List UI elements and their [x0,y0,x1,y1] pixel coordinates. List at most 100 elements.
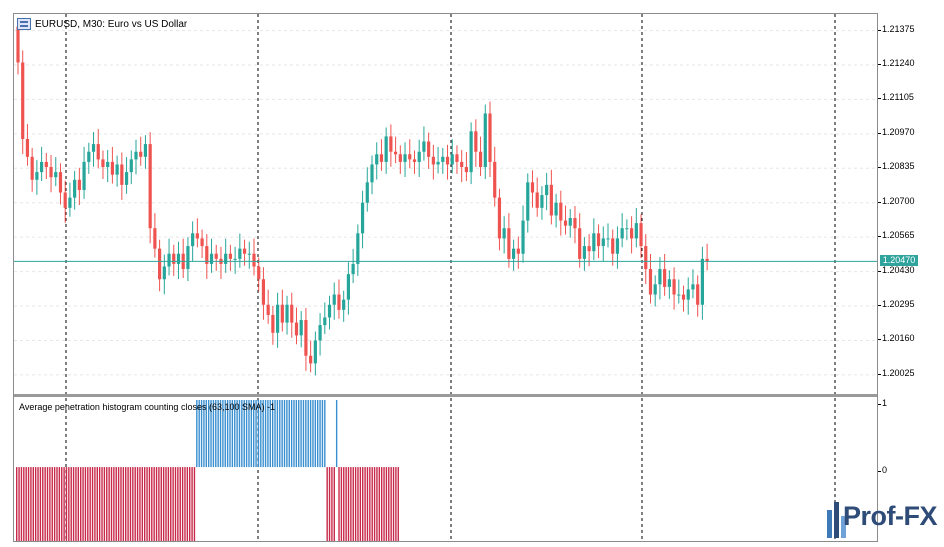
histogram-bar [288,400,290,468]
candle-body [40,161,44,173]
candle-body [285,304,289,323]
candle-body [408,154,412,160]
candle-body [209,253,214,264]
histogram-bar [108,467,110,541]
candle-body [394,151,398,155]
histogram-bar [44,467,46,541]
histogram-bar [148,467,151,541]
candle-body [309,355,313,364]
histogram-bar [257,400,260,468]
candle-body [507,228,511,259]
histogram-bar [177,467,179,541]
candle-body [379,154,384,162]
histogram-bar [362,467,364,541]
candle-body [96,144,100,160]
candle-body [276,304,280,333]
histogram-bar [56,467,58,541]
histogram-bar [380,467,383,541]
candle-body [370,164,374,183]
candle-body [559,202,563,221]
candle-body [191,233,195,247]
candle-body [176,253,181,264]
candle-body [205,246,209,264]
price-tick: 1.21375 [878,23,915,34]
candle-body [502,228,506,239]
candle-body [134,151,138,160]
chart-title-bar: EURUSD, M30: Euro vs US Dollar [17,18,187,30]
histogram-bar [193,467,196,541]
candle-body [124,172,129,185]
histogram-bar [79,467,82,541]
histogram-bar [172,467,174,541]
histogram-bar [269,400,271,468]
candle-body [77,179,81,190]
histogram-bar [58,467,61,541]
candle-body [696,284,700,305]
histogram-bar [253,400,255,468]
histogram-bar [250,400,253,468]
candle-body [450,154,454,165]
histogram-bar [16,467,18,541]
candle-body [549,184,553,216]
histogram-bar [42,467,44,541]
histogram-bar [340,467,343,541]
indicator-tick: 1 [877,398,888,408]
histogram-bar [262,400,264,468]
histogram-bar [205,400,207,468]
candle-body [474,131,478,152]
chart-window[interactable]: EURUSD, M30: Euro vs US Dollar Average p… [13,13,878,542]
candle-body [91,144,96,152]
candle-body [672,279,676,295]
candle-body [545,184,549,196]
candle-body [403,154,407,162]
histogram-bar [335,400,338,468]
histogram-bar [224,400,226,468]
histogram-bar [302,400,305,468]
candle-body [639,223,643,247]
candle-body [563,220,568,226]
candle-body [294,322,299,336]
histogram-bar [286,400,288,468]
candle-body [200,238,204,247]
histogram-bar [295,400,298,468]
histogram-bar [84,467,87,541]
histogram-bar [113,467,115,541]
histogram-bar [136,467,139,541]
histogram-bar [53,467,56,541]
histogram-bar [30,467,32,541]
histogram-bar [162,467,165,541]
histogram-bar [37,467,39,541]
candle-body [44,161,48,168]
histogram-bar [158,467,160,541]
histogram-bar [229,400,231,468]
candle-body [540,195,544,208]
histogram-bar [328,467,331,541]
histogram-bar [271,400,274,468]
candle-body [63,192,67,208]
candle-body [691,284,695,290]
candle-body [266,304,270,315]
histogram-bar [312,400,314,468]
candle-body [700,258,704,305]
candle-body [521,220,525,254]
pane-divider [14,394,877,397]
candle-body [398,154,402,162]
histogram-bar [385,467,388,541]
candle-body [313,340,317,364]
candle-body [417,151,421,162]
histogram-bar [155,467,158,541]
chart-canvas[interactable] [14,14,878,542]
candle-body [630,228,634,239]
chart-window-icon [17,18,31,30]
price-scale[interactable]: 1.20470 1.21375 1.21240 1.21105 1.20970 1.20… [878,13,944,393]
candle-body [705,258,709,262]
candle-body [464,167,468,173]
candle-body [686,289,690,300]
histogram-bar [364,467,366,541]
candle-body [271,314,275,333]
histogram-bar [200,400,203,468]
histogram-bar [326,467,328,541]
candle-body [148,144,152,229]
histogram-bar [91,467,94,541]
